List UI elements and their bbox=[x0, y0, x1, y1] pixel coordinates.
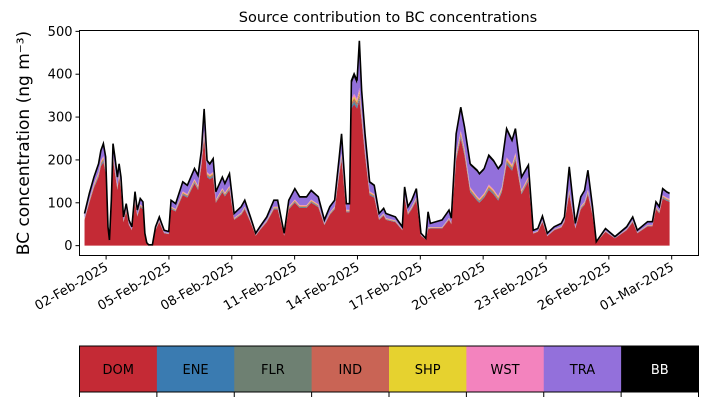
legend-swatch-flr bbox=[234, 346, 313, 392]
y-tick-label: 200 bbox=[48, 153, 73, 168]
y-axis-label: BC concentration (ng m⁻³) bbox=[14, 31, 34, 255]
chart-title: Source contribution to BC concentrations bbox=[239, 10, 537, 26]
x-axis: 02-Feb-202505-Feb-202508-Feb-202511-Feb-… bbox=[33, 255, 677, 314]
legend-label-ind: IND bbox=[339, 363, 363, 378]
plot-area bbox=[83, 40, 670, 246]
y-tick-label: 500 bbox=[48, 25, 73, 40]
legend-label-ene: ENE bbox=[182, 363, 208, 378]
legend-swatch-bb bbox=[621, 346, 699, 392]
legend-label-tra: TRA bbox=[569, 363, 595, 378]
axes-frame bbox=[79, 30, 699, 256]
legend-swatch-shp bbox=[389, 346, 467, 392]
total-line bbox=[83, 40, 670, 246]
y-tick-label: 100 bbox=[48, 196, 73, 211]
y-tick-label: 400 bbox=[48, 68, 73, 83]
legend-label-bb: BB bbox=[651, 363, 669, 378]
legend-colorbar: DOM ENE FLR IND SHP WST TRA BB bbox=[79, 345, 699, 397]
y-tick-label: 300 bbox=[48, 111, 73, 126]
legend-swatch-wst bbox=[466, 346, 545, 392]
legend-swatch-ind bbox=[311, 346, 390, 392]
legend-swatch-ene bbox=[156, 346, 235, 392]
legend-swatch-dom bbox=[79, 346, 158, 392]
legend-label-flr: FLR bbox=[261, 363, 285, 378]
legend-label-wst: WST bbox=[491, 363, 520, 378]
area-tra bbox=[84, 44, 670, 245]
legend-swatch-tra bbox=[543, 346, 622, 392]
legend-label-shp: SHP bbox=[415, 363, 441, 378]
y-axis: 0 100 200 300 400 500 bbox=[48, 25, 80, 254]
area-dom bbox=[84, 99, 670, 246]
y-tick-label: 0 bbox=[64, 239, 72, 254]
legend-label-dom: DOM bbox=[102, 363, 133, 378]
